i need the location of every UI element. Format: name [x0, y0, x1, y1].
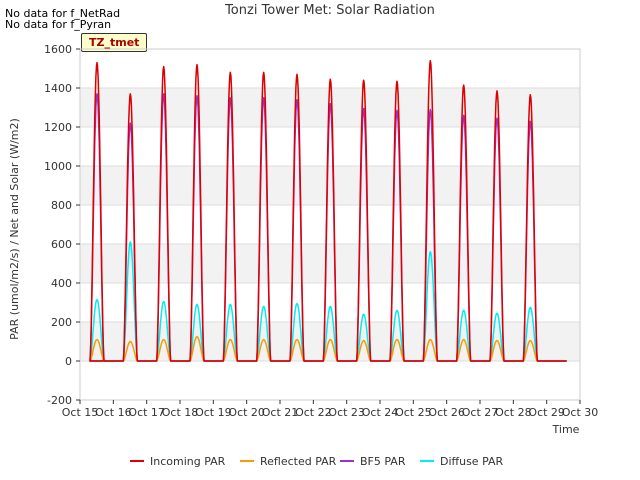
- y-tick-label: 1600: [44, 43, 72, 56]
- x-tick-label: Oct 24: [362, 406, 399, 419]
- y-tick-label: 200: [51, 316, 72, 329]
- y-tick-label: 400: [51, 277, 72, 290]
- chart-title: Tonzi Tower Met: Solar Radiation: [225, 3, 435, 18]
- x-tick-label: Oct 16: [95, 406, 132, 419]
- y-tick-label: 1200: [44, 121, 72, 134]
- x-tick-label: Oct 27: [462, 406, 499, 419]
- x-tick-label: Oct 29: [528, 406, 565, 419]
- x-axis-label: Time: [552, 423, 580, 436]
- background-band: [80, 166, 580, 205]
- x-tick-label: Oct 22: [295, 406, 332, 419]
- x-tick-label: Oct 19: [195, 406, 232, 419]
- site-badge[interactable]: TZ_tmet: [81, 33, 148, 52]
- y-tick-label: 1400: [44, 82, 72, 95]
- y-tick-label: 600: [51, 238, 72, 251]
- x-tick-label: Oct 21: [262, 406, 299, 419]
- no-data-pyran-note: No data for f_Pyran: [5, 18, 112, 31]
- x-tick-label: Oct 28: [495, 406, 532, 419]
- y-axis-label: PAR (umol/m2/s) / Net and Solar (W/m2): [8, 118, 21, 340]
- y-tick-label: -200: [47, 394, 72, 407]
- x-tick-label: Oct 26: [428, 406, 465, 419]
- x-tick-label: Oct 18: [162, 406, 199, 419]
- y-tick-label: 1000: [44, 160, 72, 173]
- x-tick-label: Oct 17: [128, 406, 165, 419]
- x-tick-label: Oct 20: [228, 406, 265, 419]
- x-tick-label: Oct 30: [562, 406, 599, 419]
- series-line-incoming-par: [89, 59, 567, 362]
- no-data-netrad-note: No data for f_NetRad: [5, 7, 121, 20]
- legend-label: Incoming PAR: [150, 455, 226, 468]
- x-tick-label: Oct 23: [328, 406, 365, 419]
- x-tick-label: Oct 25: [395, 406, 432, 419]
- legend-label: BF5 PAR: [360, 455, 406, 468]
- background-band: [80, 322, 580, 361]
- legend-label: Diffuse PAR: [440, 455, 504, 468]
- y-tick-label: 800: [51, 199, 72, 212]
- x-tick-label: Oct 15: [62, 406, 99, 419]
- plot-frame: [79, 48, 581, 401]
- legend-label: Reflected PAR: [260, 455, 337, 468]
- y-tick-label: 0: [65, 355, 72, 368]
- background-band: [80, 244, 580, 283]
